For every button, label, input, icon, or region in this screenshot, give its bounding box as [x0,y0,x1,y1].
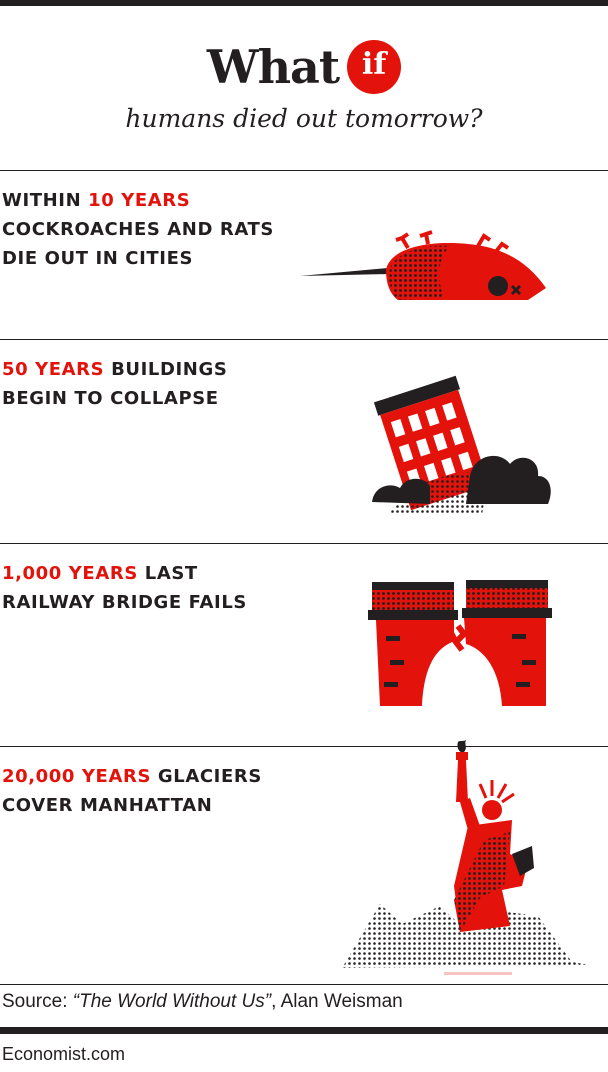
event-3-line1: last [137,563,198,584]
collapsing-building-icon [372,375,551,514]
event-4-highlight: 20,000 years [2,766,152,787]
source-note: Source: “The World Without Us”, Alan Wei… [2,991,403,1013]
event-1-line3: die out in cities [2,248,194,269]
event-3-line2: railway bridge fails [2,592,247,613]
event-4-line1: glaciers [151,766,262,787]
event-1-text: Within 10 years cockroaches and rats die… [2,186,274,273]
page-subtitle: humans died out tomorrow? [125,104,483,133]
event-4-line2: cover Manhattan [2,795,213,816]
event-3-text: 1,000 years last railway bridge fails [2,559,247,617]
statue-of-liberty-icon [342,740,596,975]
event-3-highlight: 1,000 years [2,563,138,584]
broken-bridge-icon [368,580,552,706]
event-1-line2: cockroaches and rats [2,219,274,240]
dead-rat-icon [300,230,546,300]
divider [0,170,608,171]
event-2-highlight: 50 years [2,359,105,380]
source-author: , Alan Weisman [271,991,403,1012]
bottom-bar [0,1027,608,1034]
divider [0,746,608,747]
source-book: “The World Without Us” [72,991,272,1012]
top-bar [0,0,608,6]
divider [0,984,608,985]
brand-logo: Economist.com [2,1044,126,1064]
event-2-line2: begin to collapse [2,388,219,409]
source-prefix: Source: [2,991,73,1012]
title-badge: if [347,40,402,94]
event-2-line1: buildings [104,359,228,380]
event-4-text: 20,000 years glaciers cover Manhattan [2,762,262,820]
event-2-text: 50 years buildings begin to collapse [2,355,227,413]
title-text: What [206,40,340,94]
event-1-prefix: Within [2,190,89,211]
page-title: What if [0,40,608,94]
event-1-highlight: 10 years [88,190,191,211]
divider [0,339,608,340]
divider [0,543,608,544]
